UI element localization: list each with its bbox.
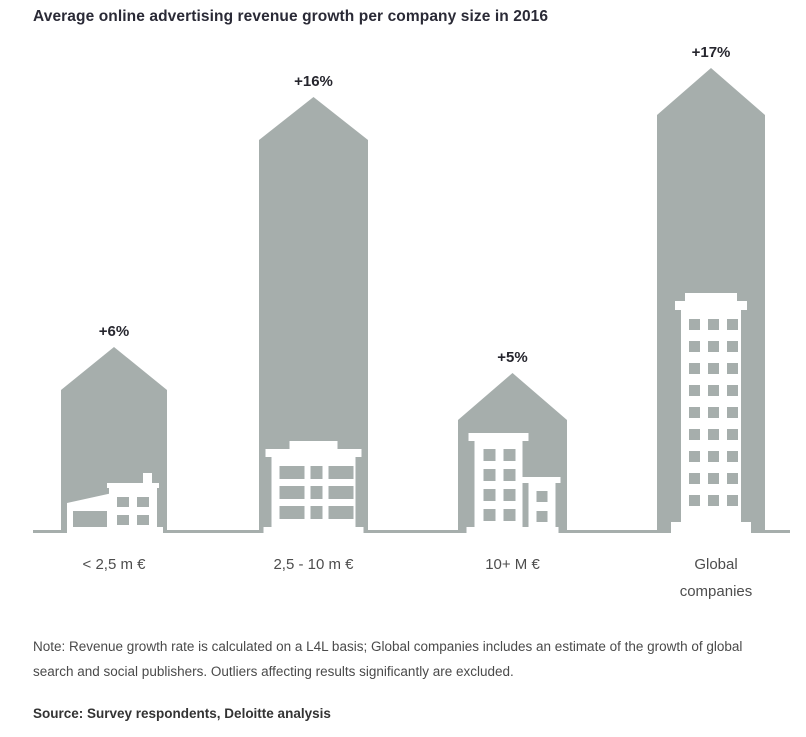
bar-value-label: +17% <box>691 44 731 61</box>
bar-building-2 <box>259 97 368 533</box>
skyscraper-icon <box>671 293 751 533</box>
bar-category-label: < 2,5 m € <box>82 556 146 573</box>
bar-value-label: +5% <box>497 349 528 366</box>
tower-annex-icon <box>466 433 561 533</box>
bar-value-label: +16% <box>294 73 333 90</box>
chart-title: Average online advertising revenue growt… <box>33 8 549 25</box>
bar-category-label: 10+ M € <box>485 556 540 573</box>
bar-value-label: +6% <box>98 323 130 340</box>
chart-area: +6% +16% +5% +17% <box>33 44 790 533</box>
bar-building-4 <box>657 68 765 533</box>
source-line: Source: Survey respondents, Deloitte ana… <box>33 706 331 721</box>
footnote: Note: Revenue growth rate is calculated … <box>33 639 743 679</box>
bar-category-label: 2,5 - 10 m € <box>273 556 354 573</box>
ground-baseline <box>33 530 790 533</box>
bar-building-1 <box>61 347 167 533</box>
mid-rise-office-icon <box>263 441 364 533</box>
bar-category-label: Global companies <box>679 556 753 600</box>
small-house-icon <box>67 473 163 533</box>
bar-building-3 <box>458 373 567 533</box>
